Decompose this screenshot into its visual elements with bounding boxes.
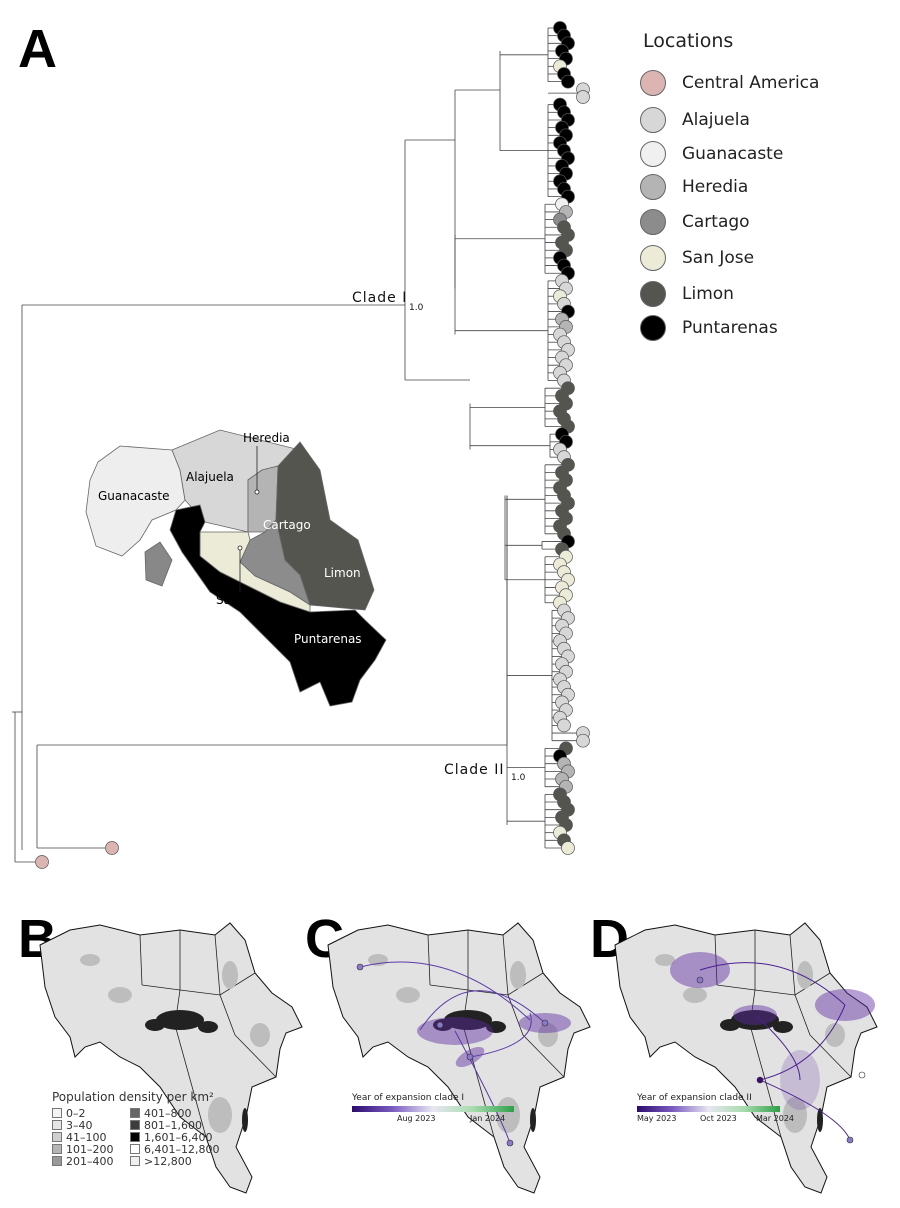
clade-1-diffusion-arcs — [359, 961, 546, 1144]
population-class-label: 201–400 — [66, 1154, 114, 1168]
population-class: 201–400 — [52, 1154, 130, 1168]
legend-item: Guanacaste — [640, 139, 783, 169]
clade-2-colorbar-title: Year of expansion clade II — [637, 1093, 752, 1103]
population-density-legend: 0–2 401–800 3–40 801–1,600 41–100 1,601–6,400… — [52, 1106, 230, 1168]
population-class-label: 3–40 — [66, 1118, 93, 1132]
region-puntarenas — [169, 504, 387, 707]
swatch-icon — [130, 1120, 140, 1130]
population-class-label: 0–2 — [66, 1106, 86, 1120]
map-d-clade-2-expansion — [614, 922, 878, 1194]
clade-1-colorbar — [352, 1106, 514, 1112]
clade-1-colorbar-title: Year of expansion clade I — [352, 1093, 465, 1103]
legend-item: Alajuela — [640, 105, 750, 135]
legend-label: Alajuela — [682, 110, 750, 130]
population-class-label: 801–1,600 — [144, 1118, 202, 1132]
population-class: 801–1,600 — [130, 1118, 230, 1132]
population-class-label: >12,800 — [144, 1154, 192, 1168]
location-dot-icon — [640, 245, 666, 271]
swatch-icon — [130, 1108, 140, 1118]
population-class-label: 401–800 — [144, 1106, 192, 1120]
location-dot-icon — [640, 315, 666, 341]
population-class: 101–200 — [52, 1142, 130, 1156]
clade-2-support: 1.0 — [511, 773, 526, 783]
legend-label: Central America — [682, 73, 820, 93]
label-alajuela: Alajuela — [186, 470, 234, 484]
label-heredia: Heredia — [243, 431, 290, 445]
location-dot-icon — [640, 209, 666, 235]
clade-2-colorbar — [637, 1106, 780, 1112]
phylogenetic-tree — [12, 21, 590, 869]
swatch-icon — [130, 1144, 140, 1154]
tip-node — [35, 855, 49, 869]
population-class: 3–40 — [52, 1118, 130, 1132]
location-dot-icon — [640, 107, 666, 133]
clade-2-label: Clade II — [444, 762, 505, 778]
legend-label: Cartago — [682, 212, 750, 232]
label-puntarenas: Puntarenas — [294, 632, 362, 646]
swatch-icon — [52, 1132, 62, 1142]
legend-item: Limon — [640, 279, 734, 309]
legend-label: Heredia — [682, 177, 749, 197]
colorbar-2-tick: May 2023 — [637, 1114, 677, 1123]
swatch-icon — [52, 1144, 62, 1154]
legend-label: Limon — [682, 284, 734, 304]
costa-rica-province-map: Guanacaste Alajuela Heredia Cartago Limo… — [85, 429, 387, 707]
swatch-icon — [52, 1156, 62, 1166]
swatch-icon — [52, 1108, 62, 1118]
tip-node — [105, 841, 119, 855]
label-guanacaste: Guanacaste — [98, 489, 170, 503]
population-class: 0–2 — [52, 1106, 130, 1120]
population-class-label: 41–100 — [66, 1130, 107, 1144]
swatch-icon — [130, 1132, 140, 1142]
population-class: >12,800 — [130, 1154, 230, 1168]
clade-1-label: Clade I — [352, 290, 408, 306]
population-class-label: 1,601–6,400 — [144, 1130, 213, 1144]
label-limon: Limon — [324, 566, 361, 580]
colorbar-1-tick: Jan 2024 — [470, 1114, 506, 1123]
tip-node — [561, 841, 575, 855]
legend-title: Locations — [643, 30, 734, 52]
population-class: 6,401–12,800 — [130, 1142, 230, 1156]
population-class: 401–800 — [130, 1106, 230, 1120]
legend-item: Puntarenas — [640, 313, 778, 343]
tip-node — [576, 733, 590, 748]
label-san-jose: San Jose — [216, 593, 267, 607]
population-legend-title: Population density per km² — [52, 1090, 214, 1104]
legend-item: Heredia — [640, 172, 748, 202]
location-dot-icon — [640, 141, 666, 167]
swatch-icon — [52, 1120, 62, 1130]
tip-node — [557, 718, 571, 733]
legend-item: San Jose — [640, 243, 754, 273]
legend-item: Central America — [640, 68, 819, 98]
clade-2-diffusion-arcs — [699, 962, 851, 1141]
colorbar-2-tick: Oct 2023 — [700, 1114, 737, 1123]
tip-node — [561, 74, 575, 89]
colorbar-2-tick: Mar 2024 — [756, 1114, 794, 1123]
legend-label: Guanacaste — [682, 144, 784, 164]
legend-label: San Jose — [682, 248, 755, 268]
panel-a-label: A — [18, 19, 57, 79]
location-dot-icon — [640, 70, 666, 96]
clade-1-support: 1.0 — [409, 303, 424, 313]
tip-node — [576, 90, 590, 104]
population-class-label: 6,401–12,800 — [144, 1142, 220, 1156]
bottom-maps — [39, 922, 878, 1194]
population-class: 1,601–6,400 — [130, 1130, 230, 1144]
region-nicoya — [144, 541, 173, 587]
population-class: 41–100 — [52, 1130, 130, 1144]
colorbar-1-tick: Aug 2023 — [397, 1114, 436, 1123]
location-dot-icon — [640, 281, 666, 307]
legend-item: Cartago — [640, 207, 750, 237]
legend-label: Puntarenas — [682, 318, 778, 338]
label-cartago: Cartago — [263, 518, 311, 532]
location-dot-icon — [640, 174, 666, 200]
swatch-icon — [130, 1156, 140, 1166]
population-class-label: 101–200 — [66, 1142, 114, 1156]
